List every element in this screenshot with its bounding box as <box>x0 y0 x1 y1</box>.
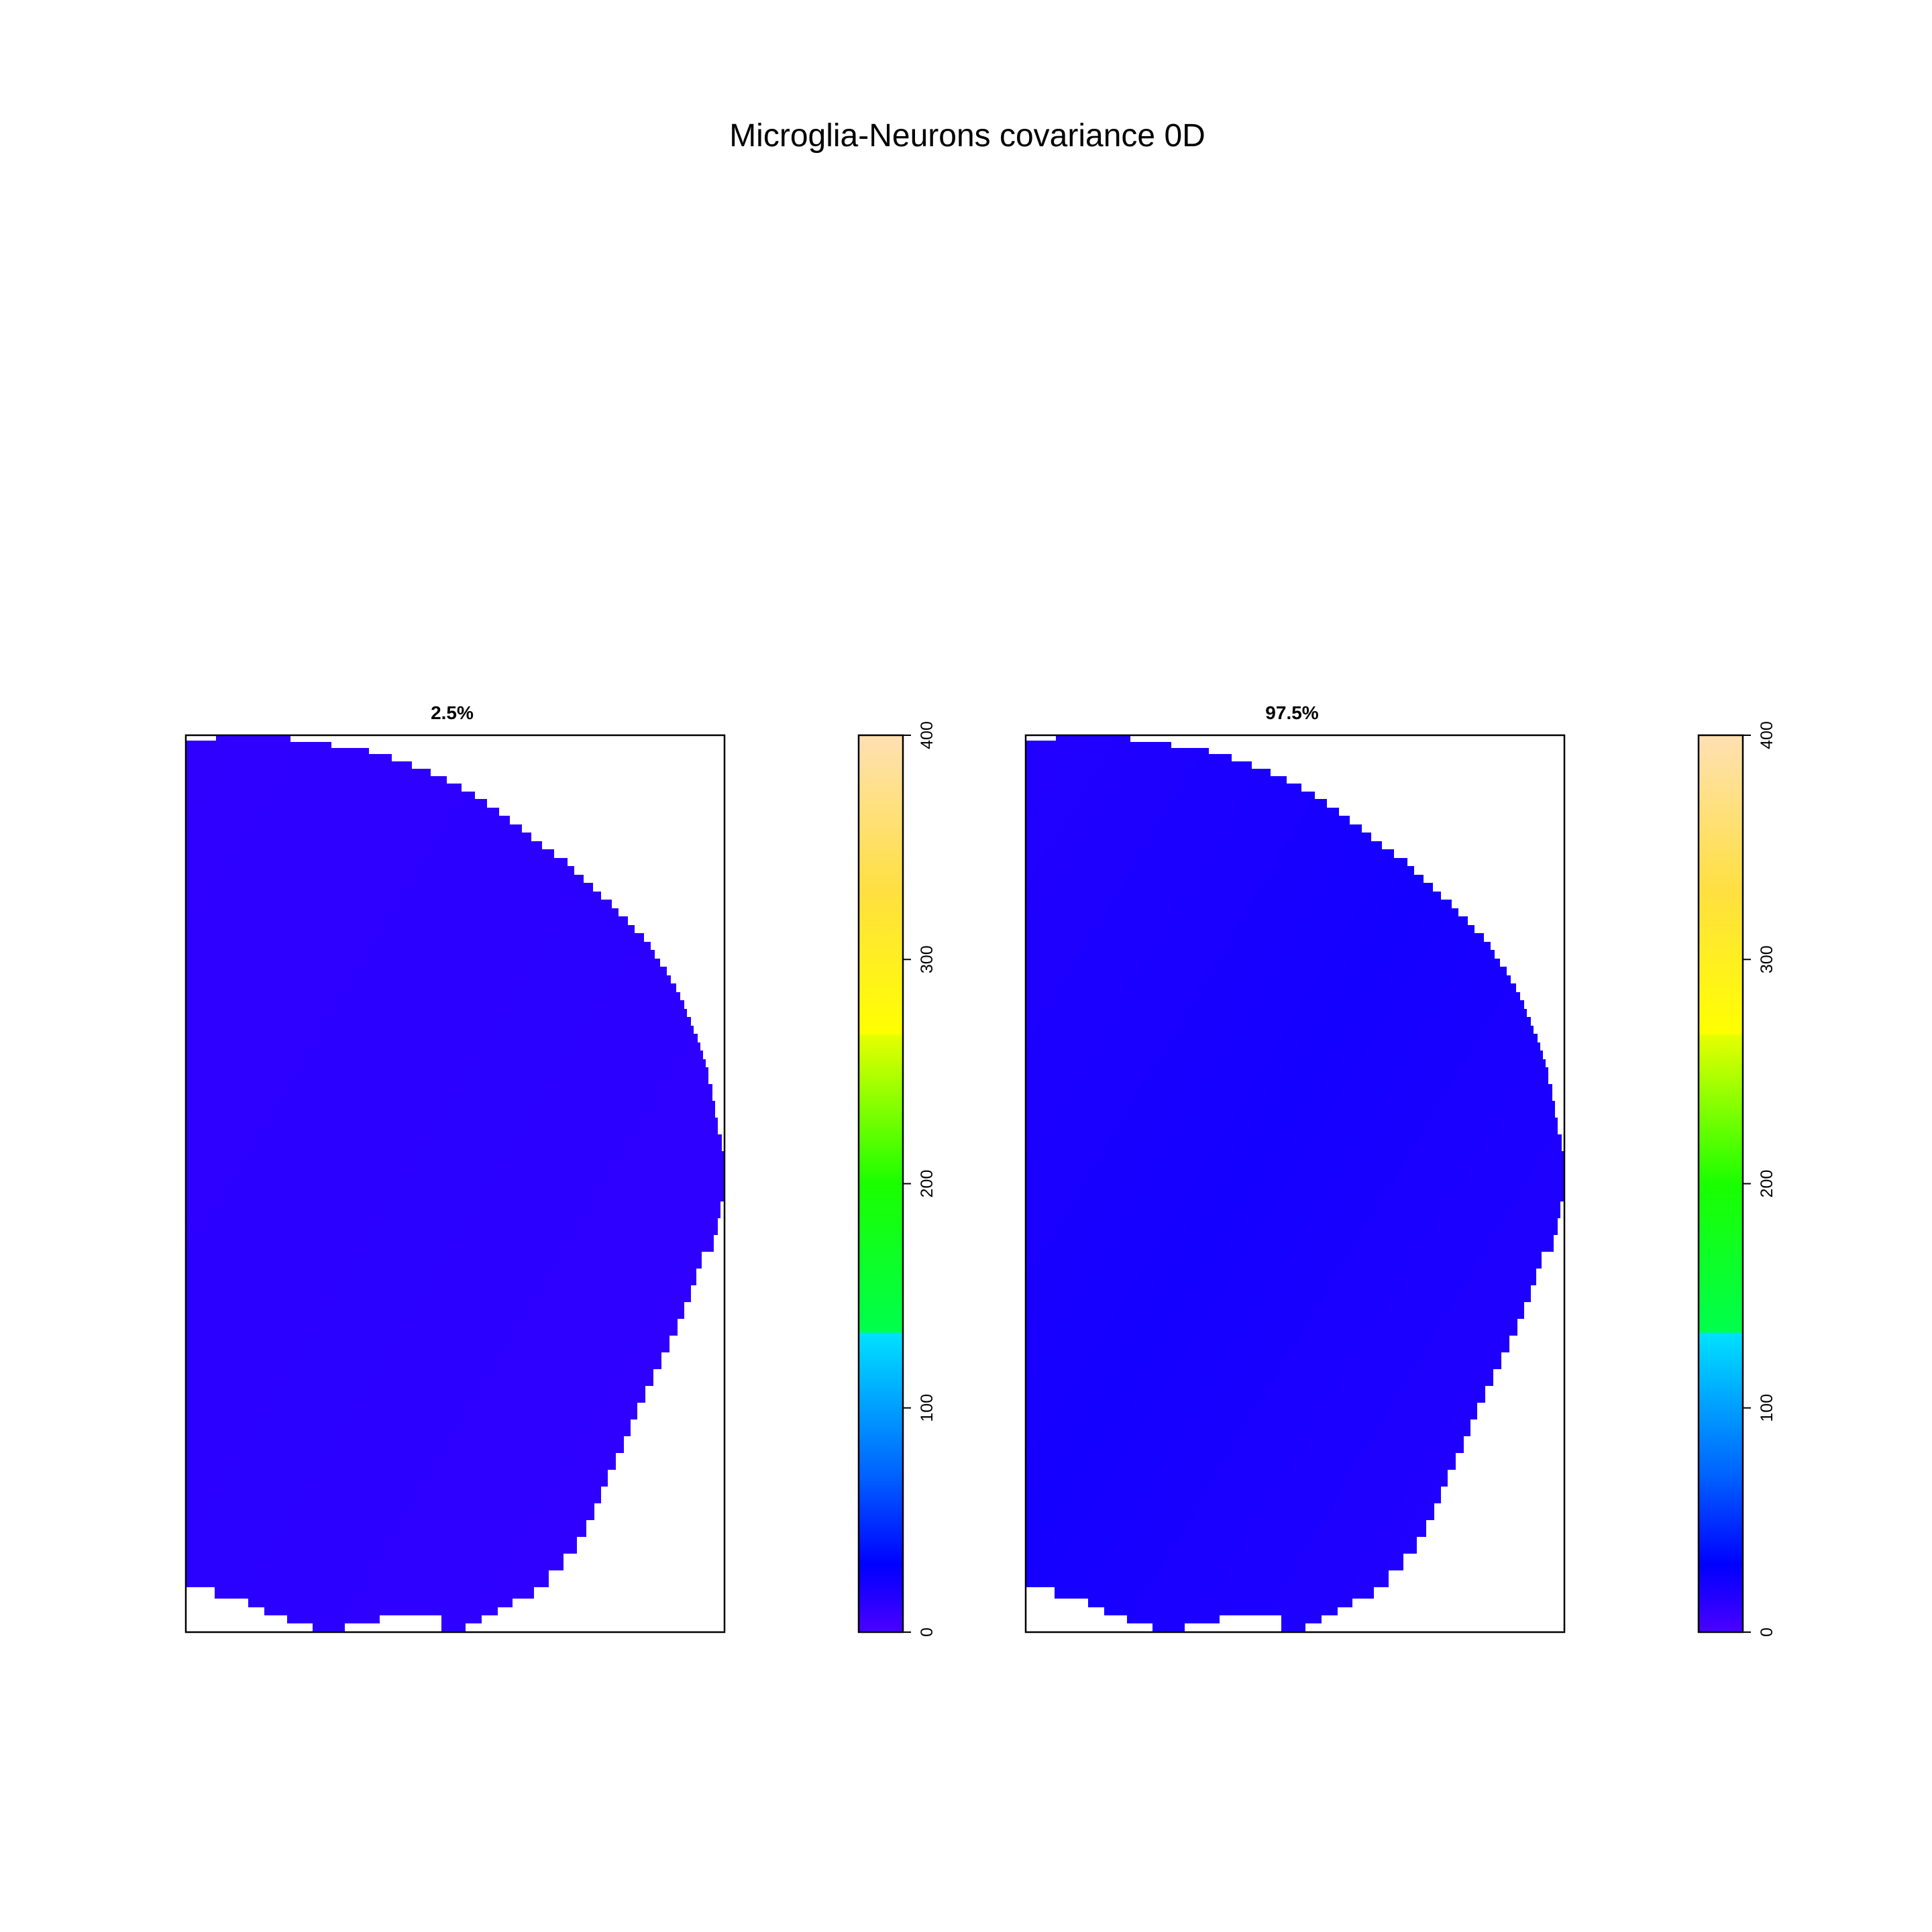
colorbar-tick-label: 300 <box>918 945 936 973</box>
colorbar-ticks-right: 0 100 200 300 400 <box>1743 721 1776 1637</box>
colorbar-tick-label: 200 <box>1758 1170 1776 1198</box>
colorbar-tick-label: 400 <box>1758 721 1776 749</box>
main-title: Microglia-Neurons covariance 0D <box>729 118 1205 154</box>
panel-right: 97.5% 0 100 200 300 400 <box>1024 702 1776 1637</box>
heatmap-region-left <box>186 735 724 1632</box>
colorbar-tick-label: 400 <box>918 721 936 749</box>
plot-frame-left <box>184 734 726 1633</box>
heatmap-region-right <box>1026 735 1564 1632</box>
colorbar-tick-label: 100 <box>918 1394 936 1422</box>
colorbar-ticks-left: 0 100 200 300 400 <box>903 721 936 1637</box>
colorbar-tick-label: 0 <box>918 1627 936 1637</box>
panel-left: 2.5% 0 100 200 300 400 <box>184 702 936 1637</box>
panel-title-left: 2.5% <box>431 702 474 723</box>
colorbar-tick-label: 300 <box>1758 945 1776 973</box>
plot-frame-right <box>1024 734 1566 1633</box>
colorbar-left <box>857 734 904 1633</box>
colorbar-tick-label: 200 <box>918 1170 936 1198</box>
colorbar-tick-label: 100 <box>1758 1394 1776 1422</box>
panel-title-right: 97.5% <box>1265 702 1318 723</box>
colorbar-tick-label: 0 <box>1758 1627 1776 1637</box>
colorbar-right <box>1697 734 1744 1633</box>
